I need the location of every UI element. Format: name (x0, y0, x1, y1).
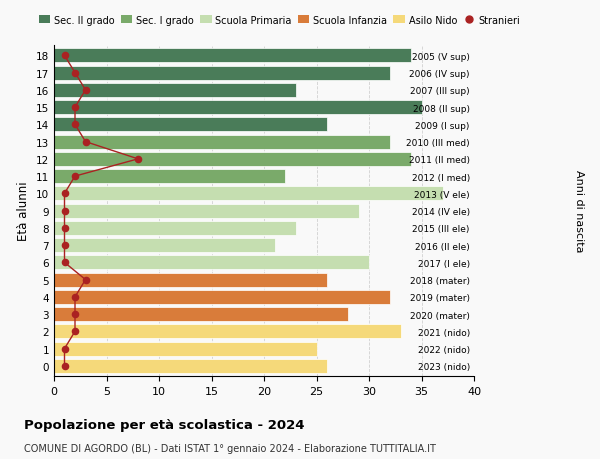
Point (60, 207, 70, 215)
Point (70, 173, 80, 180)
Bar (54, 290, 390, 304)
Point (60, 345, 70, 353)
Bar (54, 49, 411, 63)
Bar (54, 204, 359, 218)
Point (60, 363, 70, 370)
Bar (54, 152, 411, 167)
Point (80, 87, 91, 95)
Bar (54, 187, 443, 201)
Point (133, 156, 143, 163)
Bar (54, 308, 348, 321)
Text: Popolazione per età scolastica - 2024: Popolazione per età scolastica - 2024 (24, 418, 305, 431)
Bar (54, 359, 327, 373)
Bar (54, 239, 275, 252)
Bar (54, 84, 296, 98)
Point (60, 190, 70, 197)
Point (70, 294, 80, 301)
Point (60, 259, 70, 266)
Point (70, 104, 80, 112)
Bar (54, 118, 327, 132)
Bar (54, 170, 285, 184)
Point (70, 70, 80, 77)
Point (80, 276, 91, 284)
Point (60, 242, 70, 249)
Bar (54, 101, 421, 115)
Point (70, 328, 80, 335)
Bar (54, 256, 369, 270)
Bar (54, 135, 390, 149)
Bar (54, 342, 317, 356)
Point (60, 52, 70, 60)
Y-axis label: Età alunni: Età alunni (17, 181, 31, 241)
Point (70, 311, 80, 318)
Text: COMUNE DI AGORDO (BL) - Dati ISTAT 1° gennaio 2024 - Elaborazione TUTTITALIA.IT: COMUNE DI AGORDO (BL) - Dati ISTAT 1° ge… (24, 443, 436, 453)
Bar (54, 67, 390, 80)
Point (60, 225, 70, 232)
Point (70, 121, 80, 129)
Bar (54, 325, 401, 339)
Legend: Sec. II grado, Sec. I grado, Scuola Primaria, Scuola Infanzia, Asilo Nido, Stran: Sec. II grado, Sec. I grado, Scuola Prim… (35, 12, 524, 29)
Text: Anni di nascita: Anni di nascita (574, 170, 584, 252)
Bar (54, 221, 296, 235)
Point (80, 139, 91, 146)
Bar (54, 273, 327, 287)
